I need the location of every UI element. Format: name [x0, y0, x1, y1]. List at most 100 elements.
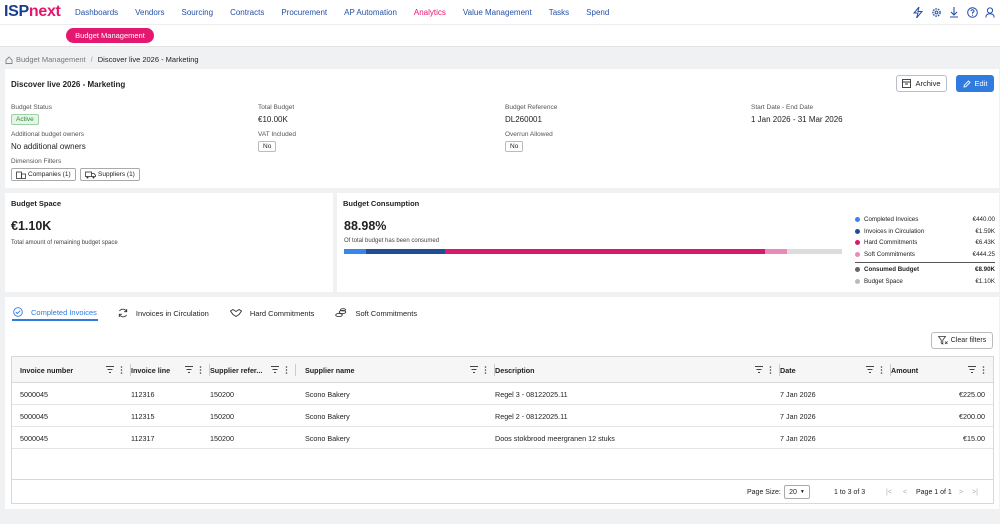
budget-space-card: Budget Space €1.10K Total amount of rema…	[5, 193, 333, 292]
nav-item-dashboards[interactable]: Dashboards	[75, 7, 119, 17]
filter-icon[interactable]	[106, 366, 114, 373]
home-icon[interactable]	[5, 55, 13, 64]
column-header-invoice-line[interactable]: Invoice line	[131, 365, 171, 375]
filter-icon[interactable]	[271, 366, 279, 373]
column-menu-icon[interactable]	[120, 366, 123, 374]
column-menu-icon[interactable]	[982, 366, 985, 374]
legend-label: Invoices in Circulation	[864, 227, 925, 235]
filter-icon[interactable]	[470, 366, 478, 373]
brand-logo[interactable]: ISPnext	[4, 3, 70, 21]
nav-item-ap-automation[interactable]: AP Automation	[344, 7, 397, 17]
invoices-table: Invoice number Invoice line Supplier refer…	[11, 356, 994, 504]
column-separator[interactable]	[295, 364, 296, 376]
tab-label: Invoices in Circulation	[135, 308, 209, 318]
suppliers-chip-label: Suppliers (1)	[98, 171, 135, 178]
user-icon[interactable]	[984, 6, 996, 18]
legend-row-consumed-budget: Consumed Budget €8.90K	[855, 265, 995, 277]
cell-supplier-refer: 150200	[210, 433, 234, 443]
coins-icon	[335, 308, 351, 318]
cell-supplier-refer: 150200	[210, 389, 234, 399]
page-size-label: Page Size:	[747, 489, 781, 496]
download-icon[interactable]	[948, 6, 960, 18]
table-row[interactable]: 5000045 112317 150200 Scono Bakery Doos stok…	[12, 427, 993, 449]
breadcrumb: Budget Management / Discover live 2026 -…	[5, 55, 199, 64]
legend-row-soft-commitments: Soft Commitments €444.25	[855, 250, 995, 262]
column-separator[interactable]	[779, 364, 780, 376]
nav-item-analytics[interactable]: Analytics	[413, 7, 446, 17]
breadcrumb-root[interactable]: Budget Management	[16, 55, 86, 64]
reference-value: DL260001	[505, 115, 542, 124]
help-icon[interactable]	[966, 6, 978, 18]
prev-page-icon[interactable]: <	[903, 489, 908, 496]
reference-label: Budget Reference	[505, 104, 558, 111]
column-header-supplier-name[interactable]: Supplier name	[305, 365, 355, 375]
consumption-legend: Completed Invoices €440.00 Invoices in Cir…	[855, 215, 995, 288]
column-header-date[interactable]: Date	[780, 365, 796, 375]
filter-icon[interactable]	[185, 366, 193, 373]
column-menu-icon[interactable]	[285, 366, 288, 374]
archive-label: Archive	[915, 79, 941, 88]
table-row[interactable]: 5000045 112315 150200 Scono Bakery Regel 2 -…	[12, 405, 993, 427]
transaction-tabs: Completed Invoices Invoices in Circulatio…	[5, 305, 430, 321]
clear-filters-button[interactable]: Clear filters	[931, 332, 993, 349]
bolt-icon[interactable]	[912, 6, 924, 18]
truck-icon	[85, 171, 96, 178]
column-header-description[interactable]: Description	[495, 365, 535, 375]
tab-soft-commitments[interactable]: Soft Commitments	[334, 305, 418, 321]
consumption-progress-bar	[344, 249, 842, 254]
legend-value: €444.25	[972, 250, 995, 258]
nav-item-tasks[interactable]: Tasks	[548, 7, 570, 17]
filter-icon[interactable]	[866, 366, 874, 373]
edit-button[interactable]: Edit	[956, 75, 994, 92]
table-row[interactable]: 5000045 112316 150200 Scono Bakery Regel 3 -…	[12, 383, 993, 405]
transactions-panel: Completed Invoices Invoices in Circulatio…	[5, 297, 999, 509]
sub-navigation: Budget Management	[0, 25, 1000, 47]
bar-segment-hard-commitments	[445, 249, 766, 254]
column-separator[interactable]	[890, 364, 891, 376]
column-separator[interactable]	[494, 364, 495, 376]
column-header-invoice-number[interactable]: Invoice number	[20, 365, 74, 375]
filter-icon[interactable]	[968, 366, 976, 373]
page-size-select[interactable]: 20 ▼	[784, 485, 810, 499]
tab-hard-commitments[interactable]: Hard Commitments	[229, 305, 316, 321]
column-separator[interactable]	[130, 364, 131, 376]
nav-item-procurement[interactable]: Procurement	[281, 7, 328, 17]
companies-filter-chip[interactable]: Companies (1)	[11, 168, 76, 181]
legend-row-hard-commitments: Hard Commitments €6.43K	[855, 238, 995, 250]
nav-item-sourcing[interactable]: Sourcing	[181, 7, 214, 17]
nav-item-contracts[interactable]: Contracts	[230, 7, 265, 17]
column-menu-icon[interactable]	[880, 366, 883, 374]
next-page-icon[interactable]: >	[959, 489, 964, 496]
suppliers-filter-chip[interactable]: Suppliers (1)	[80, 168, 140, 181]
column-header-amount[interactable]: Amount	[891, 365, 919, 375]
dates-value: 1 Jan 2026 - 31 Mar 2026	[751, 115, 843, 124]
column-menu-icon[interactable]	[199, 366, 202, 374]
tab-invoices-in-circulation[interactable]: Invoices in Circulation	[117, 305, 210, 321]
edit-label: Edit	[974, 79, 988, 88]
budget-consumption-card: Budget Consumption 88.98% Of total budge…	[337, 193, 999, 292]
legend-dot	[855, 240, 860, 245]
archive-button[interactable]: Archive	[896, 75, 947, 92]
first-page-icon[interactable]: |<	[886, 489, 892, 496]
cell-description: Doos stokbrood meergranen 12 stuks	[495, 433, 615, 443]
cell-invoice-number: 5000045	[20, 433, 48, 443]
gear-icon[interactable]	[930, 6, 942, 18]
budget-management-tab[interactable]: Budget Management	[66, 28, 154, 43]
column-separator[interactable]	[209, 364, 210, 376]
clear-filters-label: Clear filters	[950, 337, 987, 344]
vat-label: VAT Included	[258, 131, 296, 138]
column-header-supplier-refer[interactable]: Supplier refer...	[210, 365, 263, 375]
nav-item-spend[interactable]: Spend	[586, 7, 610, 17]
last-page-icon[interactable]: >|	[972, 489, 978, 496]
legend-label: Consumed Budget	[864, 266, 919, 273]
breadcrumb-current: Discover live 2026 - Marketing	[97, 55, 199, 64]
filter-icon[interactable]	[755, 366, 763, 373]
status-badge: Active	[11, 114, 39, 125]
column-menu-icon[interactable]	[769, 366, 772, 374]
nav-item-vendors[interactable]: Vendors	[135, 7, 165, 17]
column-menu-icon[interactable]	[484, 366, 487, 374]
nav-item-value-management[interactable]: Value Management	[462, 7, 532, 17]
legend-label: Hard Commitments	[864, 239, 918, 246]
tab-completed-invoices[interactable]: Completed Invoices	[12, 305, 98, 321]
check-circle-icon	[13, 307, 27, 317]
